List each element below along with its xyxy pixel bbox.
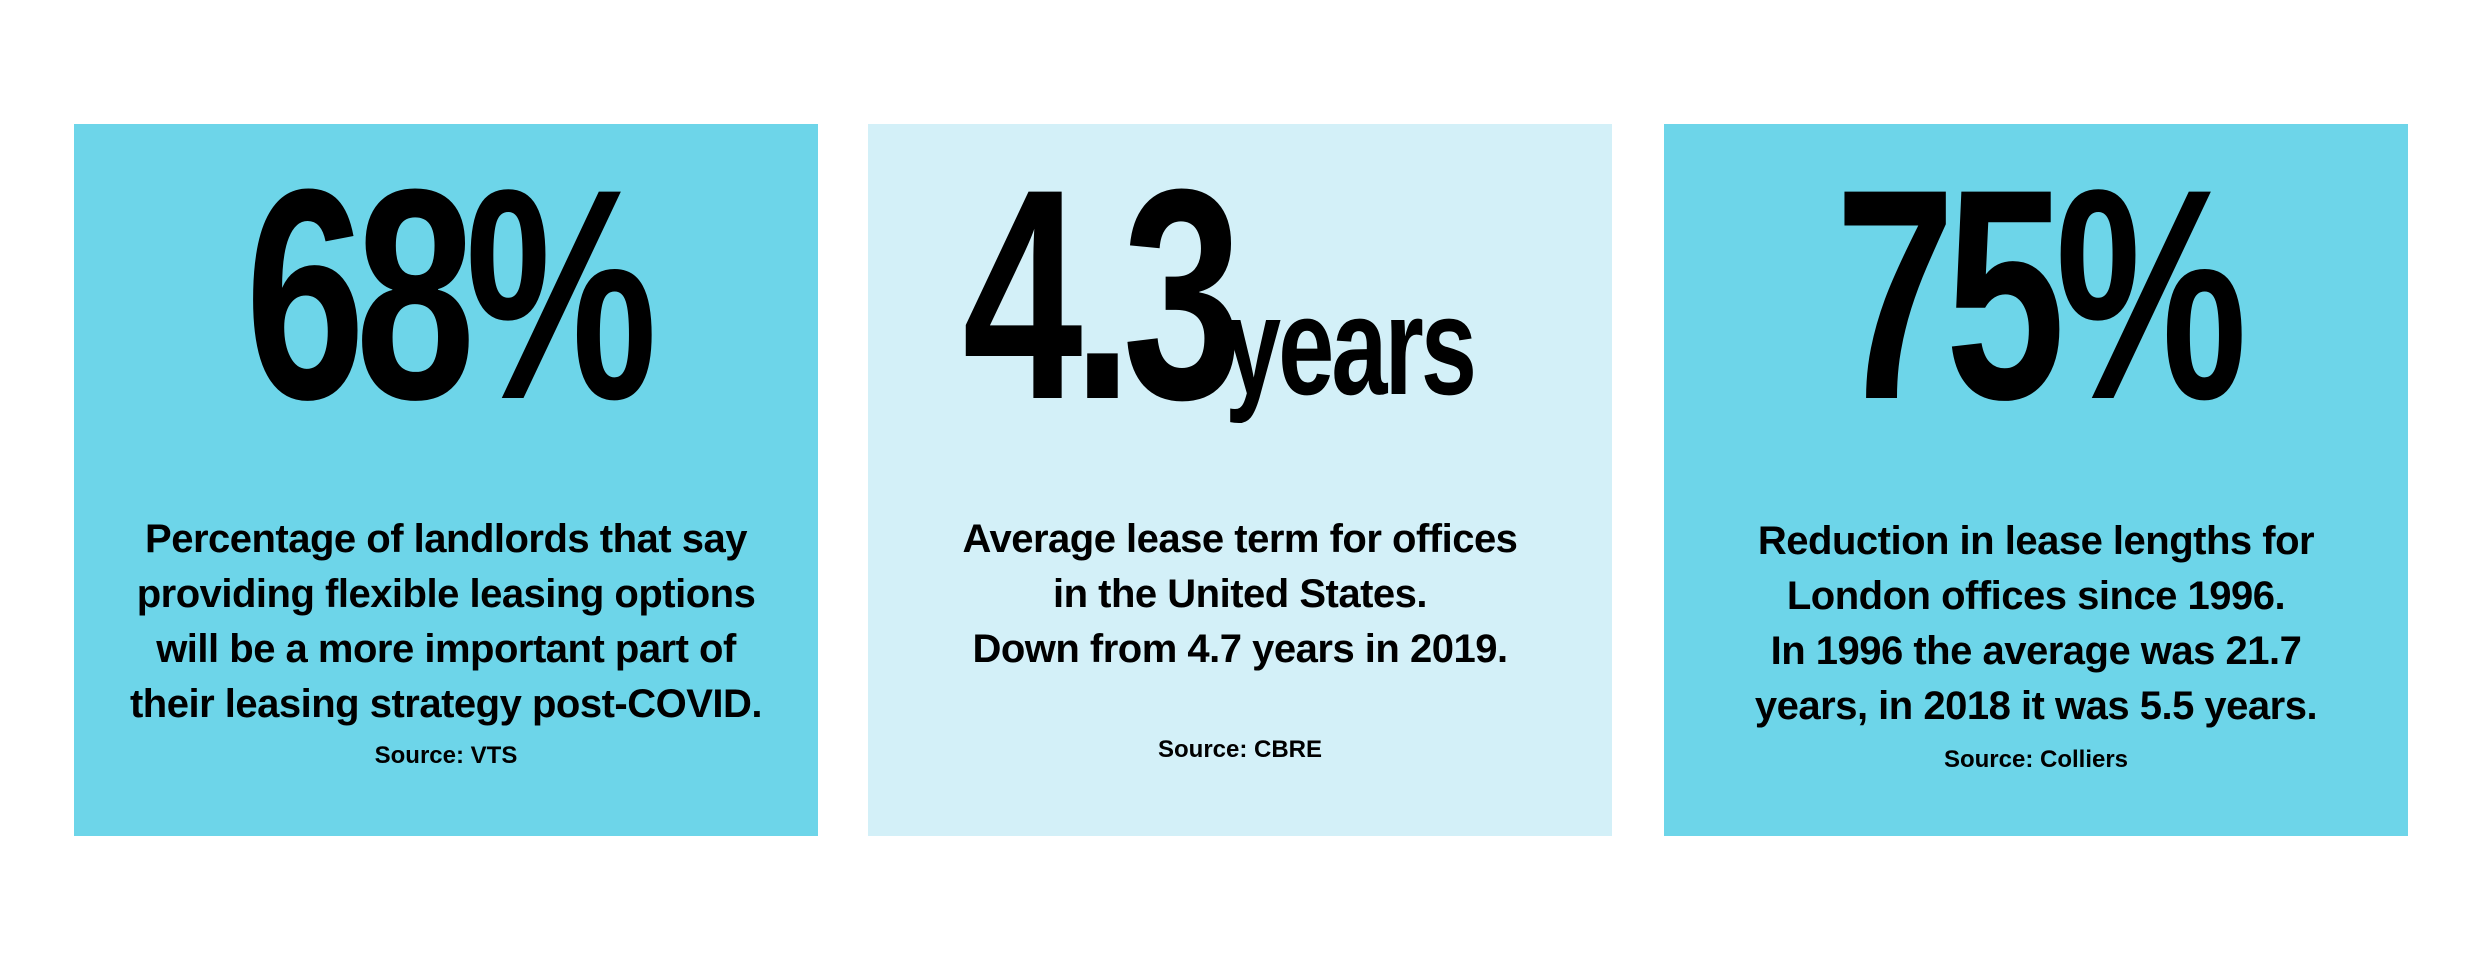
stat-value: 75% [1834,126,2247,462]
source-label: Source: CBRE [1157,736,1323,763]
stat-card-landlords: 68% Percentage of landlords that say pro… [74,124,818,836]
source-label: Source: VTS [374,742,518,769]
description-line: Percentage of landlords that say [145,517,747,561]
stat-description: Percentage of landlords that say providi… [84,512,808,732]
description-line: providing flexible leasing options [136,572,756,616]
description-line: years, in 2018 it was 5.5 years. [1754,684,2318,728]
source-label: Source: Colliers [1943,746,2129,773]
stat-figure: 4.3 years [868,144,1612,444]
stat-figure: 68% [74,144,818,444]
stat-card-lease-term: 4.3 years Average lease term for offices… [868,124,1612,836]
description-line: London offices since 1996. [1786,574,2286,618]
stat-figure: 75% [1664,144,2408,444]
stat-value: 68% [244,126,657,462]
stat-description: Average lease term for offices in the Un… [878,512,1602,677]
stat-description: Reduction in lease lengths for London of… [1674,514,2398,734]
description-line: In 1996 the average was 21.7 [1770,629,2302,673]
description-line: will be a more important part of [156,627,736,671]
description-line: their leasing strategy post-COVID. [129,682,763,726]
description-line: Down from 4.7 years in 2019. [972,627,1508,671]
stat-unit: years [1224,267,1477,424]
stat-card-london-reduction: 75% Reduction in lease lengths for Londo… [1664,124,2408,836]
stat-value: 4.3 [962,126,1242,462]
description-line: in the United States. [1053,572,1428,616]
description-line: Average lease term for offices [962,517,1518,561]
description-line: Reduction in lease lengths for [1757,519,2315,563]
